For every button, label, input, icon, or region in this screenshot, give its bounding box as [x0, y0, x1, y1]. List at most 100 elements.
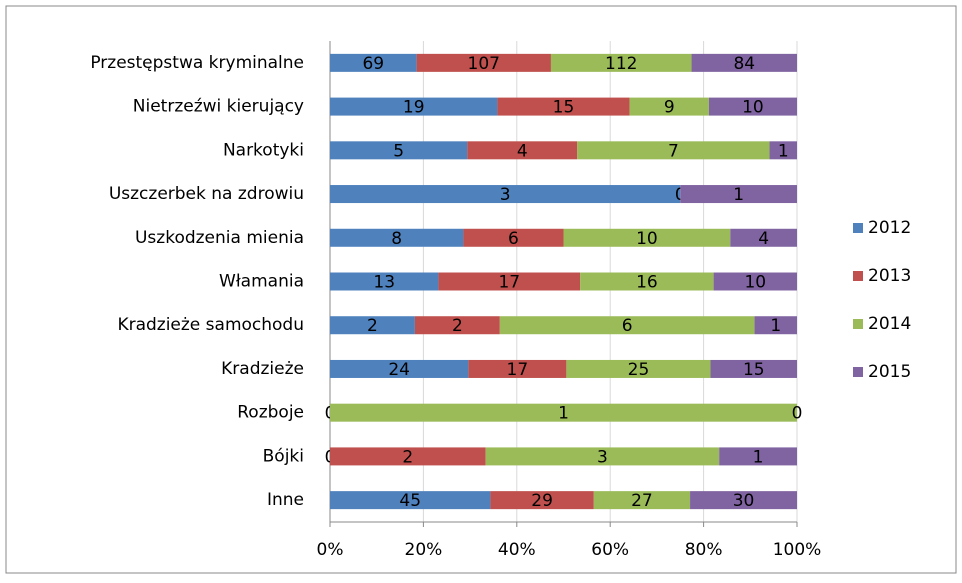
bar-segment [485, 447, 720, 466]
bar-segment [563, 228, 731, 247]
y-tick-label: Rozboje [237, 403, 304, 423]
y-tick-label: Włamania [219, 272, 304, 292]
x-tick-label: 100% [773, 540, 822, 560]
data-label: 4 [517, 141, 528, 161]
data-label: 15 [553, 98, 575, 118]
legend-label: 2015 [868, 362, 911, 382]
bar-segment [438, 272, 581, 291]
y-tick-label: Bójki [263, 446, 304, 466]
bar-segment [330, 491, 491, 510]
data-label: 2 [367, 316, 378, 336]
data-label: 2 [452, 316, 463, 336]
y-tick-label: Uszkodzenia mienia [135, 228, 304, 248]
bar-segment [414, 316, 500, 335]
data-label: 1 [733, 185, 744, 205]
bar-segment [580, 272, 714, 291]
bar-segment [769, 141, 797, 160]
bar-segment [690, 491, 797, 510]
data-label: 4 [758, 229, 769, 249]
bar-segment [330, 53, 417, 72]
data-label: 1 [778, 141, 789, 161]
bar-segment [330, 359, 469, 378]
bar-segment [708, 97, 797, 116]
bar-segment [330, 447, 486, 466]
data-label: 107 [468, 54, 500, 74]
data-label: 8 [391, 229, 402, 249]
data-label: 13 [373, 273, 395, 293]
y-tick-label: Przestępstwa kryminalne [90, 53, 304, 73]
data-label: 10 [744, 273, 766, 293]
bar-segment [497, 97, 630, 116]
legend-label: 2014 [868, 314, 911, 334]
data-label: 29 [531, 491, 553, 511]
bar-segment [566, 359, 711, 378]
legend-label: 2013 [868, 266, 911, 286]
data-label: 27 [631, 491, 653, 511]
bar-segment [754, 316, 797, 335]
bar-segment [490, 491, 594, 510]
y-tick-label: Nietrzeźwi kierujący [133, 97, 304, 117]
y-tick-label: Kradzieże [221, 359, 304, 379]
y-tick-label: Inne [267, 490, 304, 510]
bar-segment [468, 359, 567, 378]
data-label: 112 [605, 54, 637, 74]
bar-segment [710, 359, 797, 378]
x-tick-label: 60% [591, 540, 629, 560]
data-label: 19 [403, 98, 425, 118]
data-label: 24 [388, 360, 410, 380]
x-tick-label: 80% [685, 540, 723, 560]
y-tick-label: Uszczerbek na zdrowiu [109, 184, 304, 204]
data-label: 3 [500, 185, 511, 205]
y-tick-label: Kradzieże samochodu [117, 315, 304, 335]
data-label: 10 [742, 98, 764, 118]
bar-segment [730, 228, 797, 247]
data-label: 1 [753, 447, 764, 467]
data-label: 84 [733, 54, 755, 74]
bar-segment [713, 272, 797, 291]
data-label: 6 [622, 316, 633, 336]
data-label: 16 [636, 273, 658, 293]
legend-swatch [853, 367, 863, 377]
data-label: 3 [597, 447, 608, 467]
legend-swatch [853, 223, 863, 233]
x-tick-label: 0% [317, 540, 344, 560]
data-label: 10 [636, 229, 658, 249]
data-label: 2 [402, 447, 413, 467]
bar-segment [691, 53, 797, 72]
data-label: 45 [399, 491, 421, 511]
x-tick-label: 40% [498, 540, 536, 560]
bar-segment [330, 141, 468, 160]
data-label: 17 [498, 273, 520, 293]
bar-segment [593, 491, 691, 510]
bar-segment [330, 403, 797, 422]
bar-segment [330, 228, 464, 247]
data-label: 9 [664, 98, 675, 118]
legend-swatch [853, 271, 863, 281]
bar-segment [629, 97, 709, 116]
legend-swatch [853, 319, 863, 329]
data-label: 69 [362, 54, 384, 74]
bar-segment [416, 53, 551, 72]
bar-segment [330, 272, 439, 291]
bar-segment [550, 53, 692, 72]
bar-segment [330, 316, 415, 335]
data-label: 6 [508, 229, 519, 249]
data-label: 17 [507, 360, 529, 380]
bar-segment [577, 141, 770, 160]
bar-segment [463, 228, 564, 247]
data-label: 7 [668, 141, 679, 161]
data-label: 30 [733, 491, 755, 511]
x-tick-label: 20% [405, 540, 443, 560]
bar-segment [330, 185, 681, 204]
y-tick-label: Narkotyki [223, 140, 304, 160]
data-label: 15 [743, 360, 765, 380]
data-label: 0 [792, 404, 803, 424]
data-label: 1 [770, 316, 781, 336]
bar-segment [467, 141, 578, 160]
bar-segment [680, 185, 797, 204]
legend-label: 2012 [868, 218, 911, 238]
data-label: 1 [558, 404, 569, 424]
bar-segment [330, 97, 498, 116]
data-label: 5 [393, 141, 404, 161]
